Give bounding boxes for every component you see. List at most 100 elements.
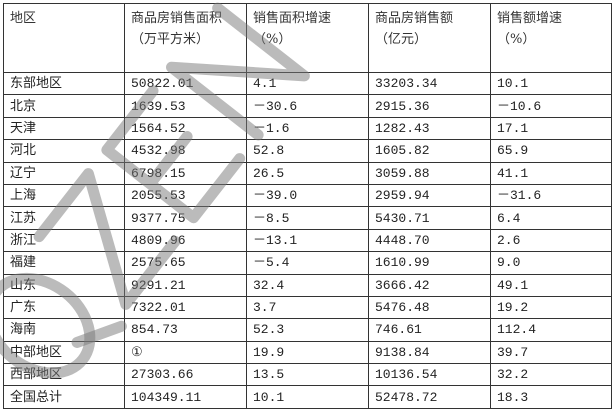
table-row: 天津 1564.52 －1.6 1282.43 17.1 [3, 116, 612, 141]
cell-sales-growth: 6.4 [490, 206, 612, 230]
cell-area-growth: －13.1 [246, 228, 369, 253]
cell-region: 山东 [3, 273, 125, 297]
table-row: 北京 1639.53 －30.6 2915.36 －10.6 [3, 94, 612, 118]
header-region: 地区 [3, 3, 125, 73]
header-row: 地区 商品房销售面积 （万平方米） 销售面积增速 （%） 商品房销售额 （亿元） 销售… [3, 3, 612, 73]
cell-area-growth: 10.1 [246, 385, 369, 409]
cell-sales-growth: 10.1 [490, 71, 612, 96]
cell-sales: 1610.99 [368, 251, 491, 275]
cell-sales: 52478.72 [368, 385, 491, 409]
cell-sales: 4448.70 [368, 228, 491, 253]
cell-area: 7322.01 [124, 295, 247, 320]
header-area: 商品房销售面积 （万平方米） [124, 3, 247, 73]
cell-sales-growth: －31.6 [490, 183, 612, 208]
cell-area-growth: 4.1 [246, 71, 369, 96]
cell-region: 福建 [3, 251, 125, 275]
header-text: 销售面积增速 [253, 11, 332, 26]
table-row: 江苏 9377.75 －8.5 5430.71 6.4 [3, 206, 612, 230]
cell-sales-growth: 17.1 [490, 116, 612, 141]
cell-sales-growth: －10.6 [490, 94, 612, 118]
cell-sales: 3059.88 [368, 161, 491, 185]
sales-table: 地区 商品房销售面积 （万平方米） 销售面积增速 （%） 商品房销售额 （亿元） 销售… [3, 3, 612, 409]
table-row: 海南 854.73 52.3 746.61 112.4 [3, 318, 612, 342]
table-row: 广东 7322.01 3.7 5476.48 19.2 [3, 295, 612, 320]
header-unit: （亿元） [375, 32, 428, 47]
cell-area: 27303.66 [124, 363, 247, 387]
cell-area-growth: －39.0 [246, 183, 369, 208]
table-row: 辽宁 6798.15 26.5 3059.88 41.1 [3, 161, 612, 185]
cell-area: 6798.15 [124, 161, 247, 185]
cell-region: 广东 [3, 295, 125, 320]
cell-region: 海南 [3, 318, 125, 342]
cell-area: 104349.11 [124, 385, 247, 409]
cell-area: 1564.52 [124, 116, 247, 141]
header-text: 销售额增速 [497, 11, 563, 26]
table-row: 山东 9291.21 32.4 3666.42 49.1 [3, 273, 612, 297]
cell-area-growth: 19.9 [246, 340, 369, 365]
cell-sales-growth: 18.3 [490, 385, 612, 409]
cell-sales-growth: 19.2 [490, 295, 612, 320]
header-text: 商品房销售面积 [131, 11, 223, 26]
cell-sales-growth: 112.4 [490, 318, 612, 342]
cell-area: 1639.53 [124, 94, 247, 118]
cell-region: 中部地区 [3, 340, 125, 365]
table-row: 全国总计 104349.11 10.1 52478.72 18.3 [3, 385, 612, 409]
cell-region: 东部地区 [3, 71, 125, 96]
cell-area: 50822.01 [124, 71, 247, 96]
cell-region: 辽宁 [3, 161, 125, 185]
cell-region: 西部地区 [3, 363, 125, 387]
cell-area-growth: 13.5 [246, 363, 369, 387]
cell-area-growth: －1.6 [246, 116, 369, 141]
cell-sales: 5430.71 [368, 206, 491, 230]
cell-area: 9377.75 [124, 206, 247, 230]
cell-area: 2055.53 [124, 183, 247, 208]
cell-sales-growth: 9.0 [490, 251, 612, 275]
header-sales: 商品房销售额 （亿元） [368, 3, 491, 73]
table-row: 东部地区 50822.01 4.1 33203.34 10.1 [3, 71, 612, 96]
cell-sales-growth: 41.1 [490, 161, 612, 185]
cell-sales: 9138.84 [368, 340, 491, 365]
header-area-growth: 销售面积增速 （%） [246, 3, 369, 73]
cell-sales: 746.61 [368, 318, 491, 342]
cell-region: 天津 [3, 116, 125, 141]
cell-sales: 33203.34 [368, 71, 491, 96]
cell-area-growth: 32.4 [246, 273, 369, 297]
cell-sales: 1282.43 [368, 116, 491, 141]
cell-area-growth: －8.5 [246, 206, 369, 230]
cell-area-growth: 52.8 [246, 139, 369, 163]
cell-area: ① [124, 340, 247, 365]
cell-area: 9291.21 [124, 273, 247, 297]
cell-region: 北京 [3, 94, 125, 118]
cell-region: 上海 [3, 183, 125, 208]
header-unit: （万平方米） [131, 32, 210, 47]
table-row: 西部地区 27303.66 13.5 10136.54 32.2 [3, 363, 612, 387]
header-text: 地区 [10, 11, 37, 26]
cell-sales-growth: 39.7 [490, 340, 612, 365]
cell-sales-growth: 49.1 [490, 273, 612, 297]
header-text: 商品房销售额 [375, 11, 454, 26]
cell-sales: 2959.94 [368, 183, 491, 208]
cell-sales-growth: 32.2 [490, 363, 612, 387]
table-row: 浙江 4809.96 －13.1 4448.70 2.6 [3, 228, 612, 253]
cell-sales-growth: 65.9 [490, 139, 612, 163]
cell-region: 全国总计 [3, 385, 125, 409]
cell-area-growth: －30.6 [246, 94, 369, 118]
cell-sales: 10136.54 [368, 363, 491, 387]
header-unit: （%） [253, 32, 292, 47]
cell-region: 浙江 [3, 228, 125, 253]
cell-region: 江苏 [3, 206, 125, 230]
table-row: 福建 2575.65 －5.4 1610.99 9.0 [3, 251, 612, 275]
header-unit: （%） [497, 32, 536, 47]
cell-area: 854.73 [124, 318, 247, 342]
cell-sales: 5476.48 [368, 295, 491, 320]
cell-area-growth: 3.7 [246, 295, 369, 320]
cell-area-growth: 52.3 [246, 318, 369, 342]
header-sales-growth: 销售额增速 （%） [490, 3, 612, 73]
cell-sales: 3666.42 [368, 273, 491, 297]
cell-area: 2575.65 [124, 251, 247, 275]
cell-sales: 2915.36 [368, 94, 491, 118]
table-row: 中部地区 ① 19.9 9138.84 39.7 [3, 340, 612, 365]
cell-sales: 1605.82 [368, 139, 491, 163]
cell-sales-growth: 2.6 [490, 228, 612, 253]
cell-area-growth: 26.5 [246, 161, 369, 185]
